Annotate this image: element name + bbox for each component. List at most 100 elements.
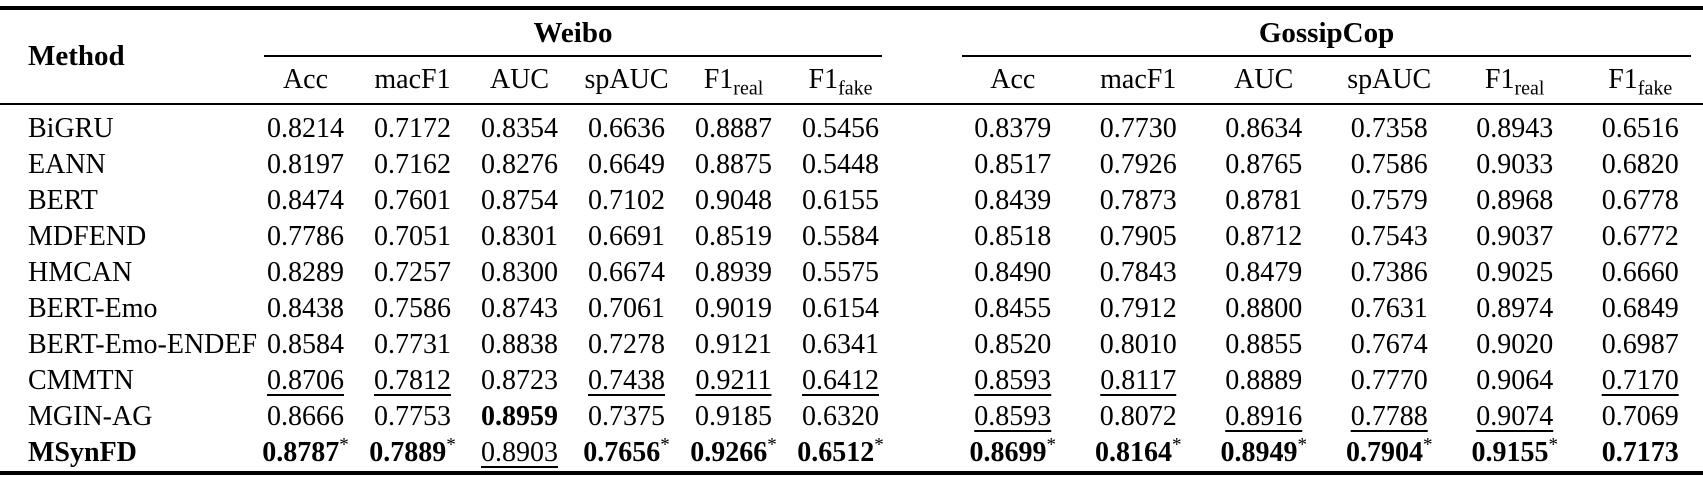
table-row-eann: EANN 0.8197 0.7162 0.8276 0.6649 0.8875 0.5448…	[0, 147, 1703, 183]
metric-value-cell: 0.8838	[466, 327, 573, 363]
metric-value-cell: 0.6649	[573, 147, 680, 183]
significance-star: *	[1548, 434, 1558, 456]
significance-star: *	[1422, 434, 1433, 456]
metric-value: 0.8354	[481, 113, 558, 144]
metric-value-cell: 0.6820	[1577, 147, 1703, 183]
metric-value-cell: 0.9048	[680, 183, 787, 219]
metric-value-cell: 0.7051	[359, 219, 466, 255]
metric-value: 0.8903	[481, 437, 558, 468]
metric-value: 0.8974	[1476, 293, 1554, 324]
metric-value-cell: 0.8959	[466, 399, 573, 435]
metric-value: 0.6674	[588, 257, 665, 288]
significance-star: *	[1046, 434, 1057, 456]
table-header: Method Weibo GossipCop Acc macF1 AUC spAUC F…	[0, 8, 1703, 105]
metric-value-cell: 0.6660	[1577, 255, 1703, 291]
metric-value-cell: 0.9266*	[680, 435, 787, 473]
metric-value: 0.8197	[267, 149, 344, 180]
metric-value: 0.7926	[1099, 149, 1177, 180]
metric-value-cell: 0.6636	[573, 104, 680, 147]
metric-value-cell: 0.8519	[680, 219, 787, 255]
metric-value: 0.8439	[974, 185, 1052, 216]
metric-value: 0.9185	[695, 401, 772, 432]
metric-value-cell: 0.8781	[1201, 183, 1326, 219]
group-spacer	[894, 399, 950, 435]
metric-value-cell: 0.8518	[950, 219, 1075, 255]
metric-value: 0.8943	[1476, 113, 1554, 144]
metric-value-cell: 0.8276	[466, 147, 573, 183]
metric-value: 0.8787	[262, 437, 340, 468]
metric-sublabel: real	[733, 77, 764, 100]
metric-value: 0.9033	[1476, 149, 1554, 180]
metric-label: F1	[808, 64, 839, 95]
metric-value: 0.7631	[1350, 293, 1428, 324]
metric-value: 0.9266	[690, 437, 768, 468]
metric-value: 0.7102	[588, 185, 665, 216]
significance-star: *	[1172, 434, 1182, 456]
metric-value-cell: 0.6320	[787, 399, 894, 435]
metric-value: 0.7730	[1099, 113, 1177, 144]
table-row-msynfd: MSynFD 0.8787* 0.7889* 0.8903 0.7656* 0.9266*…	[0, 435, 1703, 473]
metric-label: spAUC	[1347, 64, 1432, 95]
metric-value: 0.7586	[1350, 149, 1428, 180]
metric-value: 0.7162	[374, 149, 451, 180]
metric-value-cell: 0.5456	[787, 104, 894, 147]
metric-value-cell: 0.8214	[252, 104, 359, 147]
metric-value-cell: 0.9019	[680, 291, 787, 327]
metric-value: 0.8699	[969, 437, 1047, 468]
table-row-cmmtn: CMMTN 0.8706 0.7812 0.8723 0.7438 0.9211 0.641…	[0, 363, 1703, 399]
metric-value: 0.7843	[1099, 257, 1177, 288]
metric-value-cell: 0.8517	[950, 147, 1075, 183]
metric-value-cell: 0.8479	[1201, 255, 1326, 291]
metric-value-cell: 0.7730	[1076, 104, 1201, 147]
metric-header-weibo-f1real: F1real	[680, 57, 787, 105]
metric-header-weibo-auc: AUC	[466, 57, 573, 105]
metric-value: 0.6512	[797, 437, 875, 468]
metric-label: macF1	[1100, 64, 1177, 95]
metric-value: 0.7786	[267, 221, 344, 252]
method-name: MGIN-AG	[28, 401, 153, 432]
metric-value-cell: 0.6341	[787, 327, 894, 363]
table-row-bert-emo: BERT-Emo 0.8438 0.7586 0.8743 0.7061 0.9019 0.…	[0, 291, 1703, 327]
metric-value-cell: 0.7375	[573, 399, 680, 435]
metric-value-cell: 0.7358	[1326, 104, 1451, 147]
metric-value: 0.8519	[695, 221, 772, 252]
metric-value-cell: 0.8593	[950, 399, 1075, 435]
metric-header-gossipcop-spauc: spAUC	[1326, 57, 1452, 105]
metric-value: 0.7753	[374, 401, 451, 432]
metric-value: 0.7674	[1350, 329, 1428, 360]
metric-value: 0.8887	[695, 113, 772, 144]
metric-value-cell: 0.7873	[1076, 183, 1201, 219]
metric-value: 0.8301	[481, 221, 558, 252]
metric-value-cell: 0.7579	[1326, 183, 1451, 219]
group-spacer	[894, 219, 950, 255]
metric-value: 0.6820	[1601, 149, 1679, 180]
metric-value-cell: 0.6772	[1577, 219, 1703, 255]
table-row-mgin-ag: MGIN-AG 0.8666 0.7753 0.8959 0.7375 0.9185 0.6…	[0, 399, 1703, 435]
metric-sublabel: real	[1514, 77, 1545, 100]
metric-value-cell: 0.8164*	[1076, 435, 1201, 473]
metric-value: 0.8712	[1225, 221, 1303, 252]
metric-value: 0.8117	[1100, 365, 1177, 396]
metric-value-cell: 0.9025	[1452, 255, 1577, 291]
metric-value-cell: 0.8875	[680, 147, 787, 183]
method-name: BERT-Emo	[28, 293, 158, 324]
metric-value-cell: 0.8968	[1452, 183, 1577, 219]
significance-star: *	[874, 434, 884, 456]
group-spacer	[894, 255, 950, 291]
metric-value-cell: 0.7601	[359, 183, 466, 219]
metric-value: 0.8072	[1099, 401, 1177, 432]
metric-value-cell: 0.9211	[680, 363, 787, 399]
metric-value: 0.6154	[802, 293, 880, 324]
metric-value: 0.5575	[802, 257, 880, 288]
metric-value-cell: 0.8197	[252, 147, 359, 183]
metric-value: 0.7889	[369, 437, 447, 468]
metric-header-row: Acc macF1 AUC spAUC F1real F1fake Acc macF1 AUC s…	[0, 57, 1703, 105]
metric-value: 0.7438	[588, 365, 665, 396]
metric-value-cell: 0.7170	[1577, 363, 1703, 399]
method-name: BERT-Emo-ENDEF	[28, 329, 258, 360]
metric-value: 0.6772	[1601, 221, 1679, 252]
method-name: BERT	[28, 185, 98, 216]
metric-value-cell: 0.7912	[1076, 291, 1201, 327]
metric-value: 0.8706	[267, 365, 344, 396]
metric-value: 0.9048	[695, 185, 772, 216]
